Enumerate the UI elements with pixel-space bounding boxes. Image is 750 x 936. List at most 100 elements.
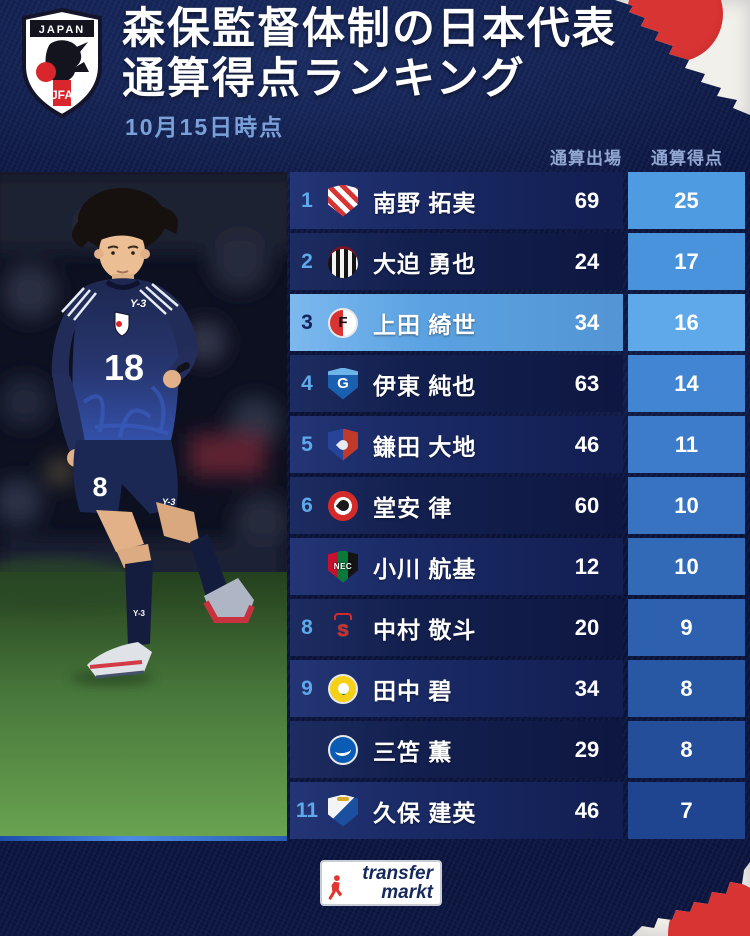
table-row: 8 中村 敬斗 20 9 <box>290 599 750 656</box>
title-line-2: 通算得点ランキング <box>122 55 526 103</box>
page-title: 森保監督体制の日本代表 通算得点ランキング <box>122 4 622 104</box>
goals-value: 8 <box>628 721 745 778</box>
japan-flag-sun-icon <box>668 880 750 936</box>
row-main: 4 伊東 純也 63 <box>290 355 623 412</box>
rank-label: 9 <box>301 676 313 700</box>
title-line-1: 森保監督体制の日本代表 <box>122 5 617 53</box>
player-name: 三笘 薫 <box>373 738 453 765</box>
row-main: 11 久保 建英 46 <box>290 782 623 839</box>
goals-value: 9 <box>628 599 745 656</box>
goals-value: 17 <box>628 233 745 290</box>
kit-brand-chest: Y-3 <box>130 298 146 310</box>
player-name: 鎌田 大地 <box>373 433 477 460</box>
crystal-palace-crest-icon <box>328 428 358 461</box>
table-row: 4 伊東 純也 63 14 <box>290 355 750 412</box>
table-row: 6 堂安 律 60 10 <box>290 477 750 534</box>
row-main: 5 鎌田 大地 46 <box>290 416 623 473</box>
leeds-crest-icon <box>328 673 358 704</box>
rank-label: 1 <box>301 188 313 212</box>
player-name: 大迫 勇也 <box>373 250 477 277</box>
table-row: 三笘 薫 29 8 <box>290 721 750 778</box>
shirt-number: 18 <box>104 347 144 388</box>
photo-divider <box>0 836 287 841</box>
appearances-value: 63 <box>574 370 600 396</box>
jfa-initials-label: JFA <box>51 88 73 102</box>
appearances-value: 46 <box>574 797 600 823</box>
goals-value: 10 <box>628 538 745 595</box>
reims-crest-icon <box>328 612 358 644</box>
row-main: 8 中村 敬斗 20 <box>290 599 623 656</box>
real-sociedad-crest-icon <box>328 794 358 827</box>
table-row: 小川 航基 12 10 <box>290 538 750 595</box>
goals-value: 11 <box>628 416 745 473</box>
row-main: 9 田中 碧 34 <box>290 660 623 717</box>
table-row: 11 久保 建英 46 7 <box>290 782 750 839</box>
jfa-crest-logo: JAPAN JFA <box>22 8 102 118</box>
table-row: 2 大迫 勇也 24 17 <box>290 233 750 290</box>
kit-brand-sock: Y-3 <box>133 609 146 618</box>
column-header-goals: 通算得点 <box>651 149 723 168</box>
player-name: 田中 碧 <box>373 677 453 704</box>
goals-value: 7 <box>628 782 745 839</box>
rank-label: 11 <box>295 798 319 822</box>
appearances-value: 20 <box>574 614 600 640</box>
player-photo: Y-3 18 8 Y-3 Y-3 <box>0 172 287 836</box>
table-row: 5 鎌田 大地 46 11 <box>290 416 750 473</box>
row-main: 6 堂安 律 60 <box>290 477 623 534</box>
goals-value: 14 <box>628 355 745 412</box>
logo-line-2: markt <box>381 882 433 903</box>
ranking-table: 1 南野 拓実 69 25 2 大迫 勇也 24 17 3 上田 綺世 <box>290 172 750 839</box>
player-name: 久保 建英 <box>373 799 477 826</box>
rank-label: 8 <box>301 615 313 639</box>
transfermarkt-logo: transfer markt <box>320 860 442 906</box>
rank-label: 4 <box>301 371 313 395</box>
row-main: 3 上田 綺世 34 <box>290 294 623 351</box>
appearances-value: 29 <box>574 736 600 762</box>
table-row: 3 上田 綺世 34 16 <box>290 294 750 351</box>
player-name: 伊東 純也 <box>373 372 477 399</box>
row-main: 2 大迫 勇也 24 <box>290 233 623 290</box>
nec-nijmegen-crest-icon <box>328 550 358 583</box>
rank-label: 6 <box>301 493 313 517</box>
japan-flag-sun-icon <box>627 0 723 62</box>
goals-value: 16 <box>628 294 745 351</box>
kit-brand-shorts: Y-3 <box>162 497 175 507</box>
rank-label: 2 <box>301 249 313 273</box>
rank-label: 3 <box>301 310 313 334</box>
appearances-value: 60 <box>574 492 600 518</box>
monaco-crest-icon <box>328 184 358 217</box>
table-row: 1 南野 拓実 69 25 <box>290 172 750 229</box>
player-name: 堂安 律 <box>373 494 453 521</box>
player-name: 上田 綺世 <box>373 311 477 338</box>
shorts-number: 8 <box>92 472 107 502</box>
goals-value: 10 <box>628 477 745 534</box>
column-header-apps: 通算出場 <box>550 149 622 168</box>
transfermarkt-player-icon <box>328 875 343 901</box>
brighton-crest-icon <box>328 734 358 765</box>
as-of-date-label: 10月15日時点 <box>125 114 285 140</box>
player-name: 南野 拓実 <box>373 189 477 216</box>
appearances-value: 12 <box>574 553 600 579</box>
row-main: 小川 航基 12 <box>290 538 623 595</box>
appearances-value: 34 <box>574 309 600 335</box>
table-column-headers: 通算出場 通算得点 <box>290 144 750 168</box>
table-row: 9 田中 碧 34 8 <box>290 660 750 717</box>
torn-paper-bottom-right <box>632 862 750 936</box>
rank-label: 5 <box>301 432 313 456</box>
row-main: 三笘 薫 29 <box>290 721 623 778</box>
goals-value: 25 <box>628 172 745 229</box>
vissel-kobe-crest-icon <box>328 245 358 278</box>
torn-paper-top-right <box>615 0 750 115</box>
appearances-value: 46 <box>574 431 600 457</box>
player-name: 小川 航基 <box>373 555 477 582</box>
player-photo-illustration: Y-3 18 8 Y-3 Y-3 <box>0 172 287 836</box>
row-main: 1 南野 拓実 69 <box>290 172 623 229</box>
logo-line-1: transfer <box>362 863 433 884</box>
appearances-value: 69 <box>574 187 600 213</box>
player-figure: Y-3 18 8 Y-3 Y-3 <box>51 188 255 679</box>
appearances-value: 34 <box>574 675 600 701</box>
feyenoord-crest-icon <box>328 307 358 338</box>
eintracht-frankfurt-crest-icon <box>328 490 358 521</box>
appearances-value: 24 <box>574 248 600 274</box>
